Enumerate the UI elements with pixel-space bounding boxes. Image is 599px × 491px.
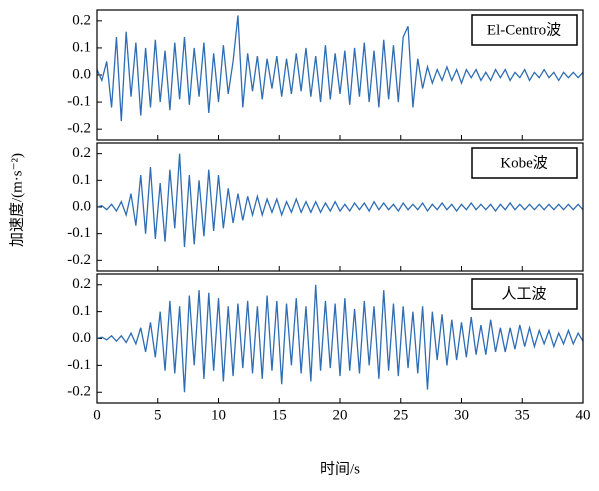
x-tick-label: 10	[211, 407, 226, 423]
panel-frame	[96, 142, 584, 272]
y-tick-label: 0.0	[72, 66, 91, 82]
y-tick-label: -0.1	[67, 225, 91, 241]
x-tick-label: 15	[272, 407, 287, 423]
x-tick-label: 0	[93, 407, 101, 423]
y-tick-label: 0.1	[72, 303, 91, 319]
x-axis-label: 时间/s	[320, 460, 360, 477]
panel-frame	[96, 273, 584, 404]
series-line	[96, 284, 584, 393]
y-tick-label: -0.1	[67, 94, 91, 110]
y-tick-label: -0.2	[67, 252, 91, 268]
legend-box	[471, 14, 578, 46]
legend-box	[471, 278, 578, 310]
y-tick-label: -0.1	[67, 357, 91, 373]
x-tick-label: 35	[515, 407, 530, 423]
y-tick-label: 0.1	[72, 172, 91, 188]
y-tick-label: 0.1	[72, 39, 91, 55]
x-tick-label: 5	[154, 407, 162, 423]
legend-box	[471, 147, 578, 179]
x-tick-label: 40	[576, 407, 591, 423]
series-line	[96, 15, 584, 122]
y-tick-label: -0.2	[67, 384, 91, 400]
y-tick-label: 0.2	[72, 12, 91, 28]
y-axis-label: 加速度/(m·s⁻²)	[8, 153, 25, 247]
y-tick-label: 0.2	[72, 276, 91, 292]
legend-label: El-Centro波	[487, 21, 561, 38]
legend-label: Kobe波	[500, 154, 548, 171]
x-tick-label: 25	[393, 407, 408, 423]
x-tick-label: 30	[454, 407, 469, 423]
legend-label: 人工波	[501, 285, 546, 302]
series-line	[96, 153, 584, 248]
y-tick-label: -0.2	[67, 121, 91, 137]
panel-frame	[96, 9, 584, 141]
y-tick-label: 0.0	[72, 330, 91, 346]
y-tick-label: 0.2	[72, 145, 91, 161]
y-tick-label: 0.0	[72, 198, 91, 214]
x-tick-label: 20	[333, 407, 348, 423]
